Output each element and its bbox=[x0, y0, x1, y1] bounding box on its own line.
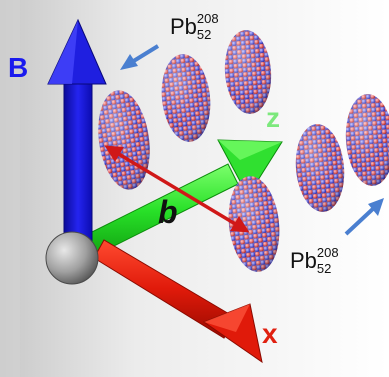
origin-sphere bbox=[45, 231, 99, 285]
impact-parameter-arrow bbox=[104, 145, 250, 233]
impact-parameter-label: b bbox=[158, 194, 178, 230]
nucleus-right-middle bbox=[295, 124, 345, 212]
isotope-mass-number: 208 bbox=[316, 245, 339, 260]
isotope-symbol: Pb bbox=[290, 248, 317, 273]
isotope-label-right: Pb 208 52 bbox=[290, 245, 341, 276]
b-field-label: B bbox=[8, 52, 29, 83]
isotope-atomic-number: 52 bbox=[196, 27, 212, 42]
pointer-arrow-top bbox=[120, 44, 160, 70]
nucleus-top-middle bbox=[161, 54, 211, 142]
isotope-mass-number: 208 bbox=[196, 11, 219, 26]
x-axis-label: x bbox=[262, 318, 278, 349]
isotope-symbol: Pb bbox=[170, 14, 197, 39]
isotope-atomic-number: 52 bbox=[316, 261, 332, 276]
isotope-label-top: Pb 208 52 bbox=[170, 11, 221, 42]
b-field-axis-arrow bbox=[47, 18, 107, 249]
nucleus-top-right bbox=[224, 30, 272, 114]
x-axis-arrow bbox=[93, 239, 263, 364]
pointer-arrow-right bbox=[344, 198, 384, 236]
z-axis-label: z bbox=[266, 102, 280, 133]
nucleus-right-edge bbox=[345, 94, 389, 186]
